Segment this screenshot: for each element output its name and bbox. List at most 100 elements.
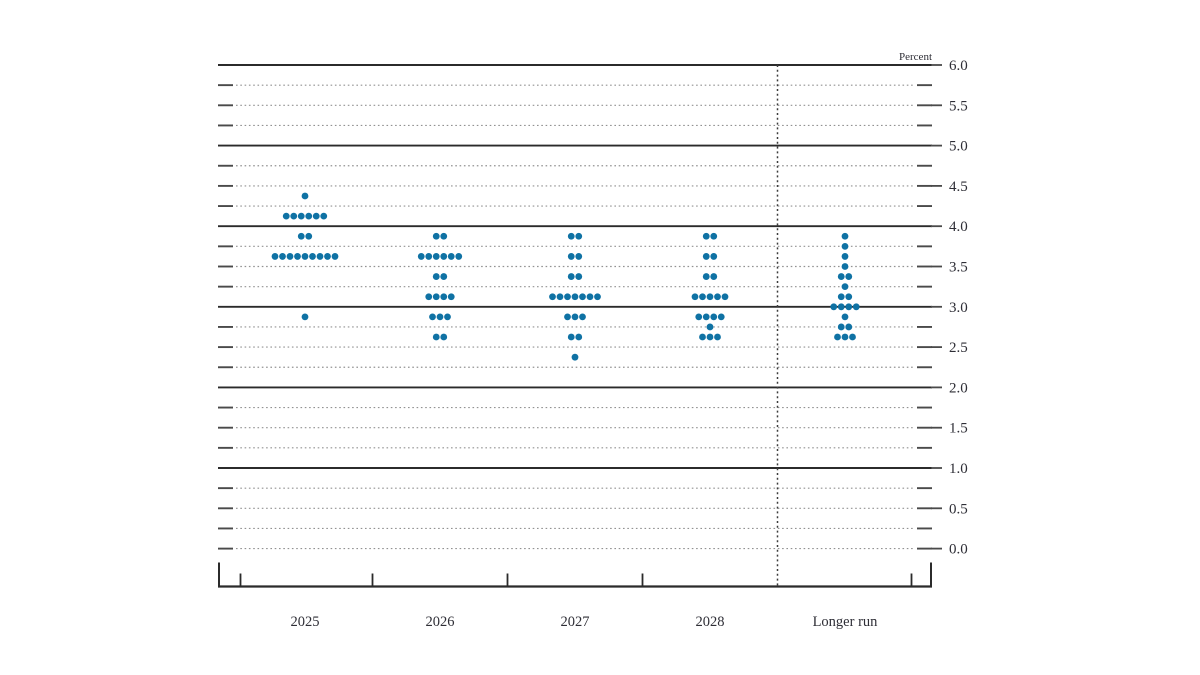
projection-dot [586, 293, 594, 301]
projection-dot [331, 253, 339, 260]
projection-dot [324, 253, 331, 260]
projection-dot [279, 253, 286, 260]
projection-dot [297, 212, 305, 220]
projection-dot [702, 273, 710, 280]
projection-dot [271, 253, 279, 260]
projection-dot [852, 303, 860, 311]
projection-dot [710, 232, 718, 240]
projection-dot [594, 293, 601, 301]
projection-dot [699, 293, 706, 301]
projection-dot [571, 293, 579, 301]
projection-dot [575, 333, 583, 341]
y-axis-tick-label: 1.5 [949, 421, 968, 437]
projection-dot [294, 253, 301, 260]
projection-dot [301, 192, 309, 200]
projection-dot [444, 313, 451, 321]
x-axis-category-label: 2025 [291, 614, 320, 630]
projection-dot [841, 242, 849, 250]
projection-dot [845, 293, 853, 301]
projection-dot [567, 232, 575, 240]
projection-dot [282, 212, 290, 220]
projection-dot [702, 253, 710, 260]
projection-dot [440, 273, 448, 280]
projection-dot [440, 232, 448, 240]
projection-dot [312, 212, 320, 220]
projection-dot [721, 293, 729, 301]
projection-dot [579, 313, 586, 321]
y-axis-tick-label: 3.0 [949, 300, 968, 316]
projection-dot [447, 293, 455, 301]
x-axis-category-label: 2028 [696, 614, 725, 630]
projection-dot [837, 303, 845, 311]
projection-dot [425, 293, 433, 301]
projection-dot [702, 232, 710, 240]
projection-dot [316, 253, 324, 260]
projection-dot [309, 253, 316, 260]
projection-dot [417, 253, 425, 260]
percent-axis-title: Percent [899, 51, 932, 63]
y-axis-tick-label: 5.0 [949, 139, 968, 155]
y-axis-tick-label: 3.5 [949, 260, 968, 276]
projection-dot [436, 313, 444, 321]
projection-dot [556, 293, 564, 301]
projection-dot [567, 253, 575, 260]
projection-dot [571, 313, 579, 321]
projection-dot [706, 323, 714, 331]
y-axis-tick-label: 0.5 [949, 501, 968, 517]
projection-dot [425, 253, 433, 260]
x-axis-category-label: 2027 [561, 614, 590, 630]
projection-dot [841, 232, 849, 240]
projection-dot [710, 313, 718, 321]
projection-dot [841, 263, 849, 270]
y-axis-tick-label: 1.0 [949, 461, 968, 477]
projection-dot [429, 313, 436, 321]
projection-dot [301, 313, 309, 321]
projection-dot [297, 232, 305, 240]
projection-dot [841, 253, 849, 260]
projection-dot [575, 253, 583, 260]
projection-dot [567, 273, 575, 280]
projection-dot [841, 313, 849, 321]
projection-dot [845, 323, 853, 331]
projection-dot [440, 333, 448, 341]
projection-dot [706, 333, 714, 341]
y-axis-tick-label: 4.5 [949, 179, 968, 195]
projection-dot [564, 313, 571, 321]
projection-dot [706, 293, 714, 301]
projection-dot [710, 273, 718, 280]
projection-dot [714, 293, 721, 301]
projection-dot [849, 333, 856, 341]
projection-dot [845, 303, 853, 311]
projection-dot [717, 313, 725, 321]
projection-dot [830, 303, 838, 311]
projection-dot [432, 273, 440, 280]
projection-dot [710, 253, 718, 260]
projection-dot [575, 232, 583, 240]
projection-dot [567, 333, 575, 341]
y-axis-tick-label: 5.5 [949, 98, 968, 114]
y-axis-tick-label: 2.0 [949, 380, 968, 396]
projection-dot [440, 293, 448, 301]
projection-dot [290, 212, 298, 220]
projection-dot [841, 283, 849, 291]
projection-dot [455, 253, 463, 260]
projection-dot [305, 212, 313, 220]
projection-dot [837, 293, 845, 301]
projection-dot [320, 212, 328, 220]
projection-dot [691, 293, 699, 301]
projection-dot [845, 273, 853, 280]
projection-dot [432, 253, 440, 260]
projection-dot [579, 293, 586, 301]
x-axis-category-label: 2026 [426, 614, 455, 630]
projection-dot [837, 323, 845, 331]
projection-dot [301, 253, 309, 260]
projection-dot [575, 273, 583, 280]
projection-dot [440, 253, 448, 260]
y-axis-tick-label: 0.0 [949, 542, 968, 558]
projection-dot [286, 253, 294, 260]
projection-dot [695, 313, 703, 321]
projection-dot [305, 232, 313, 240]
projection-dot [714, 333, 721, 341]
